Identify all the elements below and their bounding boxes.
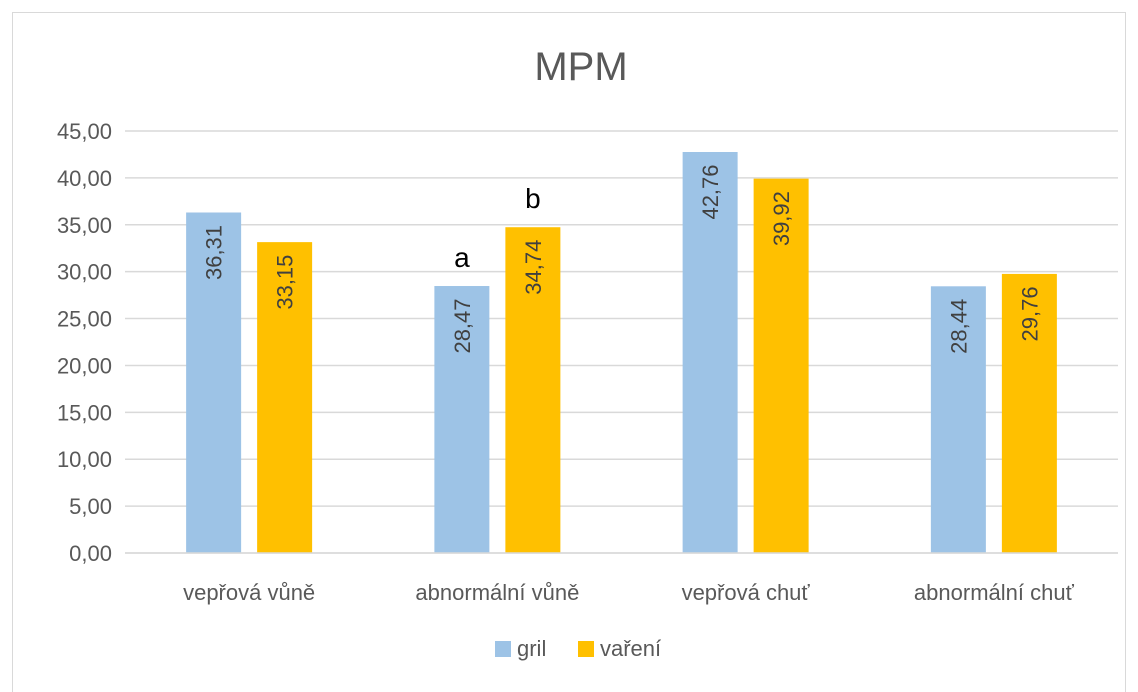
data-label: 28,47 (450, 298, 475, 353)
bar-vareni-3 (753, 178, 809, 554)
bar-gril-1 (186, 212, 242, 553)
bar-gril-4 (930, 286, 986, 553)
bar-gril-3 (682, 152, 738, 553)
data-label: 42,76 (698, 164, 723, 219)
y-tick-label: 45,00 (57, 119, 112, 144)
y-tick-label: 10,00 (57, 447, 112, 472)
y-tick-label: 40,00 (57, 166, 112, 191)
x-category-label: vepřová chuť (682, 580, 811, 605)
y-tick-label: 5,00 (69, 494, 112, 519)
legend-swatch-gril (495, 641, 511, 657)
significance-letter: b (525, 183, 541, 214)
y-tick-label: 20,00 (57, 353, 112, 378)
y-tick-label: 15,00 (57, 400, 112, 425)
legend-label-gril: gril (517, 636, 546, 661)
data-label: 39,92 (769, 191, 794, 246)
significance-letter: a (454, 242, 470, 273)
bar-vareni-4 (1001, 273, 1057, 553)
y-tick-label: 35,00 (57, 213, 112, 238)
bar-vareni-2 (505, 227, 561, 553)
y-tick-label: 0,00 (69, 541, 112, 566)
data-label: 36,31 (202, 225, 227, 280)
legend-swatch-vareni (578, 641, 594, 657)
data-label: 28,44 (946, 299, 971, 354)
chart-title: MPM (534, 45, 627, 89)
x-category-label: vepřová vůně (183, 580, 315, 605)
x-category-label: abnormální vůně (415, 580, 579, 605)
bar-vareni-1 (257, 242, 313, 554)
data-label: 33,15 (273, 255, 298, 310)
x-category-label: abnormální chuť (914, 580, 1075, 605)
y-tick-label: 25,00 (57, 307, 112, 332)
data-label: 29,76 (1017, 286, 1042, 341)
y-tick-label: 30,00 (57, 260, 112, 285)
legend-label-vareni: vaření (600, 636, 661, 661)
data-label: 34,74 (521, 240, 546, 295)
bar-gril-2 (434, 286, 490, 553)
